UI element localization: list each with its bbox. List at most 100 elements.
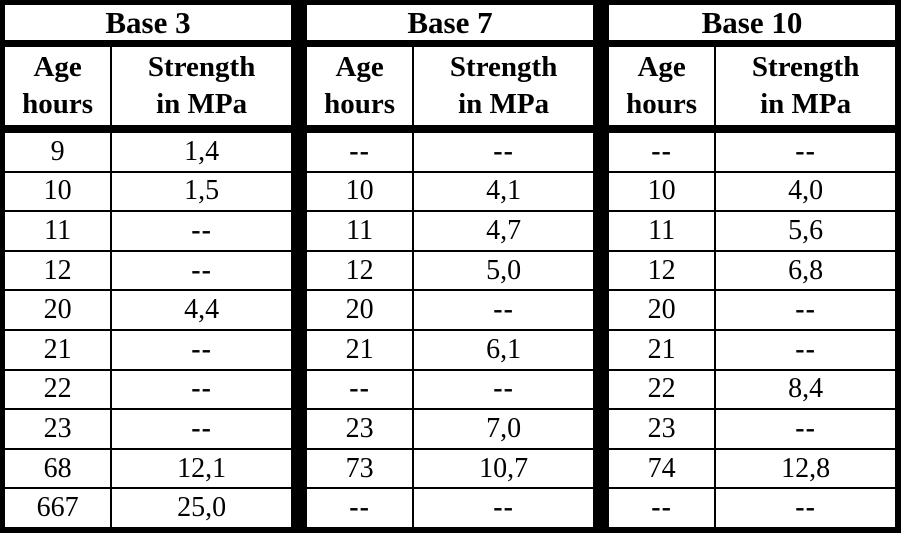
table-row: -- -- [307, 133, 593, 171]
table-row: 12 5,0 [307, 249, 593, 290]
age-cell: -- [609, 489, 717, 527]
strength-cell: 12,1 [177, 452, 227, 484]
age-cell: 11 [307, 212, 415, 250]
table-row: 73 10,7 [307, 447, 593, 488]
column-header-age-line2: hours [22, 88, 94, 120]
age-cell: -- [307, 133, 415, 171]
strength-cell: -- [191, 333, 212, 365]
strength-cell: 7,0 [486, 412, 522, 444]
table-row: -- -- [307, 368, 593, 409]
age-cell: 10 [5, 172, 113, 211]
age-cell: 21 [307, 330, 415, 369]
column-header-strength: Strength in MPa [414, 47, 593, 125]
table-row: 12 6,8 [609, 249, 895, 290]
column-header-age: Age hours [5, 47, 113, 125]
table-row: -- -- [307, 487, 593, 527]
table-row: 10 4,0 [609, 170, 895, 211]
table-row: 20 -- [307, 289, 593, 329]
table-row: 12 -- [5, 249, 291, 290]
age-cell: 20 [5, 291, 113, 329]
table-row: 68 12,1 [5, 447, 291, 488]
table-column-headers: Age hours Strength in MPa [609, 47, 895, 133]
strength-cell: -- [191, 412, 212, 444]
column-header-age-line2: hours [626, 88, 698, 120]
table-row: 20 4,4 [5, 289, 291, 329]
table-row: 21 6,1 [307, 328, 593, 369]
column-header-age-line1: Age [335, 51, 384, 83]
age-cell: 23 [307, 410, 415, 448]
table-base-10: Base 10 Age hours Strength in MPa -- -- 10… [609, 5, 895, 527]
table-body: -- -- 10 4,1 11 4,7 12 5,0 20 -- 21 6,1 -- -- 23 7,0 73 1… [307, 133, 593, 527]
column-header-strength-line2: in MPa [760, 88, 852, 120]
column-header-age-line1: Age [33, 51, 82, 83]
age-cell: 22 [5, 370, 113, 409]
age-cell: 12 [307, 251, 415, 290]
table-base-3: Base 3 Age hours Strength in MPa 9 1,4 10 1… [5, 5, 291, 527]
age-cell: 9 [5, 133, 113, 171]
strength-cell: -- [493, 294, 514, 326]
strength-cell: 5,0 [486, 254, 522, 286]
strength-cell: -- [191, 373, 212, 405]
table-column-headers: Age hours Strength in MPa [307, 47, 593, 133]
table-column-headers: Age hours Strength in MPa [5, 47, 291, 133]
table-row: 22 -- [5, 368, 291, 409]
age-cell: 73 [307, 449, 415, 488]
age-cell: 68 [5, 449, 113, 488]
table-row: 667 25,0 [5, 487, 291, 527]
age-cell: -- [307, 370, 415, 409]
age-cell: 667 [5, 489, 113, 527]
table-row: 23 -- [5, 408, 291, 448]
age-cell: 10 [307, 172, 415, 211]
strength-cell: -- [795, 294, 816, 326]
table-row: -- -- [609, 133, 895, 171]
strength-cell: 5,6 [788, 214, 824, 246]
age-cell: 11 [5, 212, 113, 250]
strength-cell: 1,5 [184, 175, 220, 207]
age-cell: 20 [307, 291, 415, 329]
age-cell: 21 [609, 330, 717, 369]
strength-cell: 10,7 [479, 452, 529, 484]
table-row: 23 -- [609, 408, 895, 448]
age-cell: -- [307, 489, 415, 527]
table-row: 20 -- [609, 289, 895, 329]
strength-cell: -- [493, 492, 514, 524]
column-header-strength-line1: Strength [147, 51, 256, 83]
strength-cell: 8,4 [788, 373, 824, 405]
strength-cell: 6,8 [788, 254, 824, 286]
strength-cell: 4,0 [788, 175, 824, 207]
table-body: 9 1,4 10 1,5 11 -- 12 -- 20 4,4 21 -- 22 -- 23 -- 68 12,1… [5, 133, 291, 527]
strength-cell: 4,1 [486, 175, 522, 207]
column-header-age: Age hours [307, 47, 415, 125]
strength-cell: 1,4 [184, 135, 220, 167]
age-cell: 23 [5, 410, 113, 448]
strength-cell: -- [795, 492, 816, 524]
strength-cell: 12,8 [781, 452, 831, 484]
table-row: 23 7,0 [307, 408, 593, 448]
column-header-age: Age hours [609, 47, 717, 125]
age-cell: 12 [609, 251, 717, 290]
table-title: Base 7 [307, 5, 593, 47]
table-row: 11 4,7 [307, 210, 593, 250]
table-title: Base 10 [609, 5, 895, 47]
strength-cell: -- [493, 135, 514, 167]
strength-cell: 4,4 [184, 294, 220, 326]
column-header-strength: Strength in MPa [716, 47, 895, 125]
strength-cell: -- [795, 412, 816, 444]
age-cell: 23 [609, 410, 717, 448]
table-row: 21 -- [609, 328, 895, 369]
column-header-age-line1: Age [637, 51, 686, 83]
table-row: 22 8,4 [609, 368, 895, 409]
table-row: 10 4,1 [307, 170, 593, 211]
age-cell: 11 [609, 212, 717, 250]
strength-cell: 25,0 [177, 492, 227, 524]
column-header-strength-line1: Strength [449, 51, 558, 83]
table-base-7: Base 7 Age hours Strength in MPa -- -- 10 4… [307, 5, 593, 527]
age-cell: 10 [609, 172, 717, 211]
table-row: 11 5,6 [609, 210, 895, 250]
table-row: 9 1,4 [5, 133, 291, 171]
column-header-strength: Strength in MPa [112, 47, 291, 125]
age-cell: -- [609, 133, 717, 171]
table-title: Base 3 [5, 5, 291, 47]
table-row: -- -- [609, 487, 895, 527]
